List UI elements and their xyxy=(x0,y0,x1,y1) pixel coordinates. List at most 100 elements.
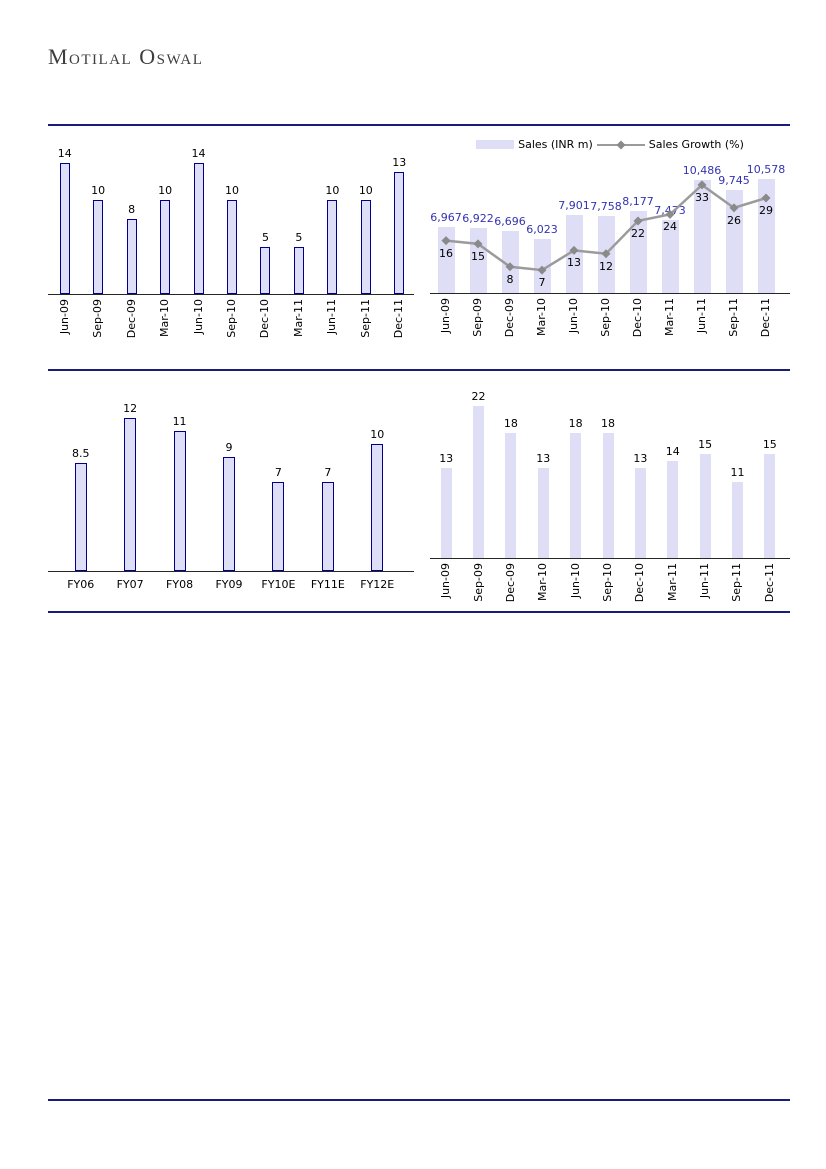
line-marker xyxy=(633,216,643,226)
x-axis-label: Jun-09 xyxy=(439,563,453,599)
x-axis-label: Sep-10 xyxy=(225,299,238,338)
bar xyxy=(505,433,517,558)
chart-quarterly-top-left: 14 10 8 10 14 10 5 5 10 10 13 Jun-09 Sep-09 Dec-09 Mar… xyxy=(48,130,430,367)
x-axis-label: Sep-11 xyxy=(727,298,740,337)
line-marker xyxy=(697,180,707,190)
growth-label: 16 xyxy=(439,246,453,260)
x-axis-label: FY07 xyxy=(116,578,144,591)
bar xyxy=(693,180,711,293)
growth-label: 22 xyxy=(631,226,645,240)
x-axis-label: Jun-11 xyxy=(698,563,712,599)
growth-label: 33 xyxy=(695,190,709,204)
value-label: 7 xyxy=(324,466,332,479)
x-axis-label: Sep-09 xyxy=(471,563,485,602)
sales-bar-legend-swatch xyxy=(476,140,515,149)
x-axis-label: Mar-11 xyxy=(291,299,305,338)
x-axis-label: Jun-10 xyxy=(191,299,205,335)
value-label: 6,023 xyxy=(526,223,558,236)
bar xyxy=(124,418,137,571)
bar xyxy=(725,190,743,293)
bar xyxy=(437,227,455,293)
x-axis-label: Sep-10 xyxy=(601,563,614,602)
x-axis-line xyxy=(430,558,790,559)
x-axis-line xyxy=(430,293,790,294)
x-axis-label: Dec-09 xyxy=(124,299,138,339)
x-axis-label: Sep-09 xyxy=(91,299,105,338)
x-axis-label: Dec-09 xyxy=(503,563,517,603)
x-axis-label: Dec-10 xyxy=(258,299,272,339)
value-label: 9 xyxy=(225,441,233,454)
x-axis-label: Jun-09 xyxy=(57,299,71,335)
value-label: 13 xyxy=(392,156,407,169)
x-axis-line xyxy=(48,294,414,295)
bar xyxy=(570,433,582,558)
line-marker xyxy=(537,265,547,275)
growth-label: 29 xyxy=(759,204,773,218)
bar xyxy=(227,200,237,294)
bar xyxy=(667,461,679,558)
x-axis-label: Sep-11 xyxy=(358,299,372,338)
x-axis-label: Sep-09 xyxy=(471,298,484,337)
value-label: 9,745 xyxy=(718,174,750,187)
chart-sales-and-growth: Sales (INR m) Sales Growth (%) 6,967 6,92… xyxy=(430,130,790,367)
x-axis-label: Dec-10 xyxy=(633,563,647,603)
bar xyxy=(321,482,334,571)
x-axis-label: FY12E xyxy=(360,578,395,591)
bar xyxy=(160,200,171,294)
bar xyxy=(661,220,679,293)
value-label: 6,967 xyxy=(430,211,462,224)
legend-label-sales: Sales (INR m) xyxy=(518,138,593,151)
x-axis-label: FY06 xyxy=(67,578,95,591)
bar xyxy=(764,454,776,558)
x-axis-label: Jun-10 xyxy=(567,298,580,334)
value-label: 13 xyxy=(633,452,648,465)
value-label: 15 xyxy=(762,438,777,451)
value-label: 10 xyxy=(358,184,373,197)
value-label: 12 xyxy=(123,402,138,415)
legend-line-glyph xyxy=(596,140,645,149)
bar xyxy=(757,179,775,293)
bar xyxy=(473,406,485,558)
value-label: 14 xyxy=(191,147,206,160)
value-label: 6,922 xyxy=(462,212,494,225)
legend-label-growth: Sales Growth (%) xyxy=(648,138,744,151)
value-label: 10 xyxy=(225,184,239,197)
x-axis-label: FY10E xyxy=(261,578,296,591)
growth-label: 15 xyxy=(471,249,485,263)
value-label: 10 xyxy=(158,184,173,197)
bar xyxy=(193,163,204,294)
x-axis-label: Mar-10 xyxy=(158,299,172,338)
divider-middle xyxy=(48,369,790,371)
value-label: 5 xyxy=(261,231,269,244)
bar xyxy=(93,200,104,294)
value-label: 10 xyxy=(325,184,340,197)
bar xyxy=(293,247,304,294)
x-axis-label: Mar-10 xyxy=(536,563,550,602)
value-label: 11 xyxy=(730,466,745,479)
bar xyxy=(327,200,338,294)
value-label: 7 xyxy=(274,466,282,479)
x-axis-label: FY11E xyxy=(310,578,345,591)
x-axis-label: Dec-10 xyxy=(631,298,644,338)
bar xyxy=(731,482,743,558)
growth-label: 13 xyxy=(567,256,581,270)
bar xyxy=(501,231,519,293)
x-axis-label: FY08 xyxy=(166,578,194,591)
x-axis-label: Dec-11 xyxy=(392,299,406,339)
bar xyxy=(173,431,186,571)
line-marker xyxy=(665,209,675,219)
bar xyxy=(272,482,285,571)
bar xyxy=(699,454,711,558)
x-axis-label: Jun-11 xyxy=(695,298,708,334)
bar xyxy=(126,219,137,294)
value-label: 10 xyxy=(370,428,385,441)
bar xyxy=(223,457,235,571)
chart-fy-bottom-left: 8.5 12 11 9 7 7 10 FY06 FY07 FY08 FY09 FY10E FY11E FY… xyxy=(48,378,430,611)
x-axis-label: Dec-11 xyxy=(762,563,776,603)
value-label: 8.5 xyxy=(71,447,90,460)
value-label: 10,578 xyxy=(746,163,786,176)
value-label: 18 xyxy=(503,417,518,430)
x-axis-label: FY09 xyxy=(215,578,243,591)
line-marker xyxy=(505,262,515,272)
brand-logo: Motilal Oswal xyxy=(48,44,204,69)
